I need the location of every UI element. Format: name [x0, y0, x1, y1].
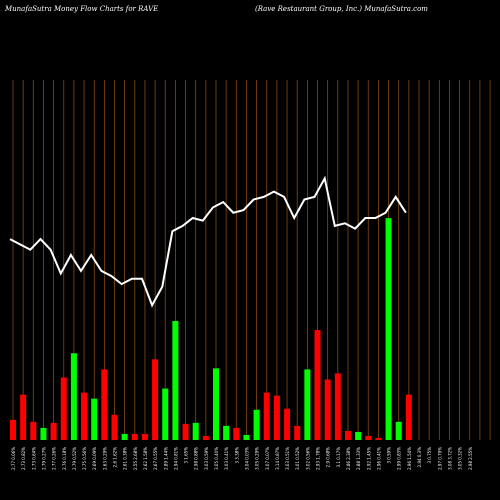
money-flow-bar — [162, 388, 169, 440]
x-axis-label: 2.73 0.82% — [21, 447, 26, 470]
money-flow-bar — [192, 422, 199, 440]
money-flow-bar — [304, 369, 311, 440]
x-axis-label: 2.94 0.81% — [173, 447, 178, 470]
x-axis-label: 3 0.59% — [387, 447, 392, 464]
x-axis-label: 3.03 0.51% — [285, 447, 290, 470]
x-axis-label: 2.73 0.64% — [31, 447, 36, 470]
money-flow-bar — [50, 422, 57, 440]
money-flow-bar — [223, 425, 230, 440]
money-flow-bar — [121, 433, 128, 440]
money-flow-bar — [233, 427, 240, 440]
money-flow-bar — [355, 431, 362, 440]
money-flow-bars — [10, 218, 412, 440]
money-flow-bar — [10, 419, 16, 440]
money-flow-bar — [40, 427, 47, 440]
x-axis-label: 3.1 0.17% — [336, 447, 341, 468]
money-flow-bar — [314, 330, 321, 440]
x-axis-label: 2.76 0.18% — [62, 447, 67, 470]
x-axis-label: 2.98 2.55% — [468, 447, 473, 470]
money-flow-bar — [253, 409, 260, 440]
x-axis-label: 2.77 0.06% — [11, 447, 16, 470]
money-flow-bar — [131, 433, 138, 440]
money-flow-bar — [141, 433, 148, 440]
x-axis-label: 2.89 1.44% — [163, 447, 168, 470]
x-axis-label: 2.98 0.88% — [194, 447, 199, 470]
x-axis-label: 2.67 0.55% — [153, 447, 158, 470]
x-axis-label: 2.93 1.78% — [316, 447, 321, 470]
x-axis-label: 3 1.65% — [184, 447, 189, 464]
x-axis-label: 2.88 1.33% — [356, 447, 361, 470]
x-axis-label: 2.92 1.45% — [366, 447, 371, 470]
money-flow-bar — [344, 430, 351, 440]
money-flow-bar — [152, 359, 159, 440]
x-axis-label: 2.63 0.29% — [102, 447, 107, 470]
money-flow-bar — [385, 218, 392, 440]
x-axis-label: 3.03 0.59% — [204, 447, 209, 470]
money-flow-bar — [243, 434, 250, 440]
money-flow-bar — [263, 392, 270, 440]
price-line — [9, 175, 407, 308]
x-axis-label: 2.77 0.26% — [52, 447, 57, 470]
money-flow-bar — [30, 421, 37, 440]
x-axis-label: 2.9 0.68% — [326, 447, 331, 468]
x-axis-label: 3.05 0.29% — [255, 447, 260, 470]
x-axis-label: 2.79 0.27% — [41, 447, 46, 470]
x-axis-label: 3.02 0.56% — [305, 447, 310, 470]
x-axis-label: 2.86 2.38% — [346, 447, 351, 470]
x-axis-label: 3 0.75% — [427, 447, 432, 464]
x-axis-label: 3.08 3.72% — [447, 447, 452, 470]
x-axis-label: 2.97 0.79% — [437, 447, 442, 470]
money-flow-bar — [81, 392, 88, 440]
x-axis-label: 3.07 0.07% — [265, 447, 270, 470]
vertical-gridlines — [12, 80, 491, 440]
x-axis-label: 2.6 1.62% — [113, 447, 118, 468]
x-axis-label: 2.55 2.68% — [133, 447, 138, 470]
x-axis-label: 3 3.38% — [234, 447, 239, 464]
company-title: (Rave Restaurant Group, Inc.) MunafaSutr… — [255, 5, 428, 13]
money-flow-bar — [111, 414, 118, 440]
money-flow-bar — [91, 398, 98, 440]
x-axis-label: 3.01 0.52% — [295, 447, 300, 470]
money-flow-bar — [365, 435, 372, 440]
money-flow-bar — [405, 394, 412, 440]
money-flow-bar — [213, 368, 219, 440]
money-flow-bar — [273, 395, 280, 440]
x-axis-label: 2.94 0.3% — [417, 447, 422, 468]
money-flow-bar — [375, 437, 382, 440]
x-axis-label: 2.75 0.56% — [82, 447, 87, 470]
x-axis-label: 2.96 0.41% — [376, 447, 381, 470]
x-axis-label: 2.61 0.38% — [123, 447, 128, 470]
money-flow-bar — [202, 435, 209, 440]
money-flow-bar — [324, 379, 331, 440]
money-flow-bar — [60, 377, 67, 440]
money-flow-bar — [20, 394, 27, 440]
x-axis-label: 2.99 0.83% — [397, 447, 402, 470]
money-flow-bar — [182, 423, 189, 440]
money-flow-bar — [395, 421, 402, 440]
x-axis-label: 3.05 0.40% — [214, 447, 219, 470]
money-flow-bar — [294, 425, 301, 440]
x-axis-label: 3.14 0.87% — [275, 447, 280, 470]
x-axis-label: 3.03 0.41% — [224, 447, 229, 470]
chart-title: MunafaSutra Money Flow Charts for RAVE — [5, 5, 159, 13]
money-flow-bar — [101, 369, 108, 440]
money-flow-bar — [172, 320, 179, 440]
x-axis-label: 2.62 1.58% — [143, 447, 148, 470]
x-axis-label: 2.69 0.09% — [92, 447, 97, 470]
money-flow-bar — [334, 373, 341, 440]
money-flow-bar — [284, 408, 291, 440]
x-axis-label: 3.04 0.03% — [244, 447, 249, 470]
x-axis-labels: 2.77 0.06% 2.73 0.82% 2.73 0.64% 2.79 0.27%… — [11, 447, 473, 470]
x-axis-label: 3.05 0.32% — [458, 447, 463, 470]
x-axis-label: 2.96 1.54% — [407, 447, 412, 470]
money-flow-bar — [70, 353, 77, 440]
x-axis-label: 2.79 0.52% — [72, 447, 77, 470]
